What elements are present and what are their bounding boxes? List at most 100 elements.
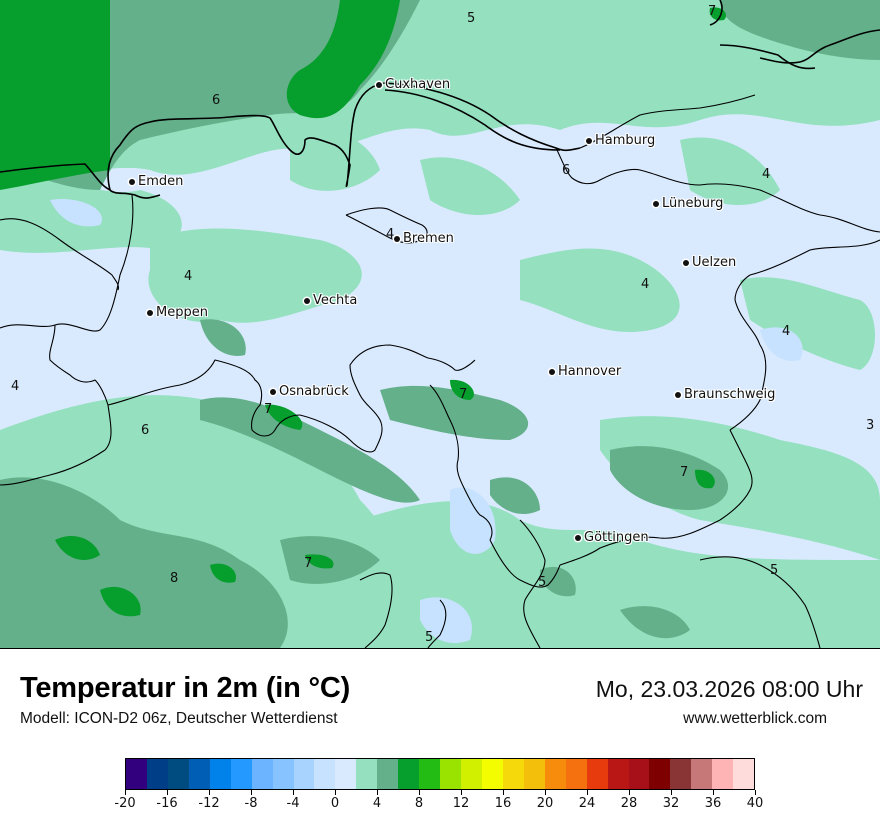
colorbar-tick-label: 4	[372, 796, 382, 811]
colorbar-tick	[208, 790, 210, 795]
colorbar-segment	[126, 759, 147, 789]
colorbar-tick	[754, 790, 756, 795]
colorbar-tick-label: 40	[746, 796, 764, 811]
city-name: Vechta	[313, 293, 358, 308]
colorbar-segment	[167, 759, 189, 789]
colorbar-tick-label: 20	[536, 796, 554, 811]
isotherm-label: 8	[170, 571, 179, 586]
city-name: Cuxhaven	[385, 77, 451, 92]
colorbar-tick-label: 12	[452, 796, 470, 811]
colorbar-tick-label: -20	[114, 796, 136, 811]
isotherm-label: 5	[467, 11, 476, 26]
city-name: Göttingen	[584, 530, 649, 545]
city-marker-meppen: Meppen	[147, 305, 208, 320]
temperature-map: 5 7 6 6 4 4 4 4 4 4 7 7 6 3 7 7 5 5 8 5 …	[0, 0, 880, 649]
city-name: Hannover	[558, 364, 622, 379]
colorbar-segment	[230, 759, 252, 789]
colorbar-tick-label: -8	[244, 796, 258, 811]
city-marker-uelzen: Uelzen	[683, 255, 736, 270]
city-dot-icon	[549, 368, 555, 375]
isotherm-label: 7	[708, 4, 717, 19]
city-name: Meppen	[156, 305, 208, 320]
isotherm-label: 5	[538, 575, 547, 590]
colorbar-tick	[376, 790, 378, 795]
isotherm-label: 4	[641, 277, 650, 292]
colorbar-tick-label: 24	[578, 796, 596, 811]
colorbar-tick	[250, 790, 252, 795]
city-name: Braunschweig	[684, 387, 776, 402]
colorbar-segment	[356, 759, 378, 789]
colorbar-segment	[419, 759, 441, 789]
isotherm-label: 7	[304, 556, 313, 571]
colorbar-tick	[670, 790, 672, 795]
isotherm-label: 3	[866, 418, 875, 433]
colorbar-segment	[607, 759, 629, 789]
colorbar-segment	[146, 759, 168, 789]
colorbar-tick	[586, 790, 588, 795]
colorbar-tick	[166, 790, 168, 795]
city-dot-icon	[376, 81, 382, 88]
city-marker-cuxhaven: Cuxhaven	[376, 77, 450, 92]
colorbar-segment	[649, 759, 671, 789]
isotherm-label: 5	[770, 563, 779, 578]
colorbar-segment	[565, 759, 587, 789]
colorbar-segment	[481, 759, 503, 789]
city-marker-hannover: Hannover	[549, 364, 621, 379]
isotherm-label: 6	[212, 93, 221, 108]
city-dot-icon	[653, 200, 659, 207]
colorbar-segment	[209, 759, 231, 789]
colorbar-segment	[440, 759, 461, 789]
city-marker-goettingen: Göttingen	[575, 530, 649, 545]
city-dot-icon	[129, 178, 135, 185]
isotherm-label: 4	[386, 227, 395, 242]
colorbar-segment	[586, 759, 608, 789]
city-dot-icon	[575, 534, 581, 541]
map-canvas	[0, 0, 880, 648]
colorbar-tick-label: 8	[414, 796, 424, 811]
colorbar-segment	[335, 759, 357, 789]
city-name: Hamburg	[595, 133, 656, 148]
colorbar-tick-label: 16	[494, 796, 512, 811]
city-dot-icon	[270, 388, 276, 395]
map-title: Temperatur in 2m (in °C)	[20, 672, 351, 704]
city-dot-icon	[683, 259, 689, 266]
colorbar-segment	[188, 759, 210, 789]
isotherm-label: 7	[459, 387, 468, 402]
city-marker-emden: Emden	[129, 174, 183, 189]
colorbar-segment	[628, 759, 650, 789]
city-dot-icon	[586, 137, 592, 144]
colorbar-segment	[670, 759, 692, 789]
colorbar-tick-label: 0	[330, 796, 340, 811]
colorbar-tick	[124, 790, 126, 795]
city-marker-bremen: Bremen	[394, 231, 454, 246]
colorbar-segment	[251, 759, 273, 789]
colorbar-tick-label: 28	[620, 796, 638, 811]
colorbar-segment	[272, 759, 294, 789]
colorbar-tick	[544, 790, 546, 795]
colorbar-segment	[523, 759, 545, 789]
isotherm-label: 4	[782, 324, 791, 339]
colorbar-tick-label: -16	[156, 796, 178, 811]
colorbar-tick	[292, 790, 294, 795]
colorbar-tick	[334, 790, 336, 795]
colorbar-segment	[712, 759, 734, 789]
city-name: Uelzen	[692, 255, 737, 270]
city-name: Bremen	[403, 231, 454, 246]
model-source: Modell: ICON-D2 06z, Deutscher Wetterdie…	[20, 710, 338, 727]
isotherm-label: 5	[425, 630, 434, 645]
city-marker-vechta: Vechta	[304, 293, 357, 308]
city-marker-osnabrueck: Osnabrück	[270, 384, 349, 399]
colorbar-segment	[314, 759, 336, 789]
city-name: Emden	[138, 174, 184, 189]
city-dot-icon	[675, 391, 681, 398]
colorbar-segment	[502, 759, 524, 789]
colorbar-segment	[733, 759, 755, 789]
city-name: Osnabrück	[279, 384, 349, 399]
valid-datetime: Mo, 23.03.2026 08:00 Uhr	[595, 676, 863, 702]
city-dot-icon	[304, 297, 310, 304]
colorbar-segment	[544, 759, 566, 789]
colorbar-tick-label: -12	[198, 796, 220, 811]
city-marker-lueneburg: Lüneburg	[653, 196, 723, 211]
colorbar-tick	[628, 790, 630, 795]
city-marker-braunschweig: Braunschweig	[675, 387, 775, 402]
